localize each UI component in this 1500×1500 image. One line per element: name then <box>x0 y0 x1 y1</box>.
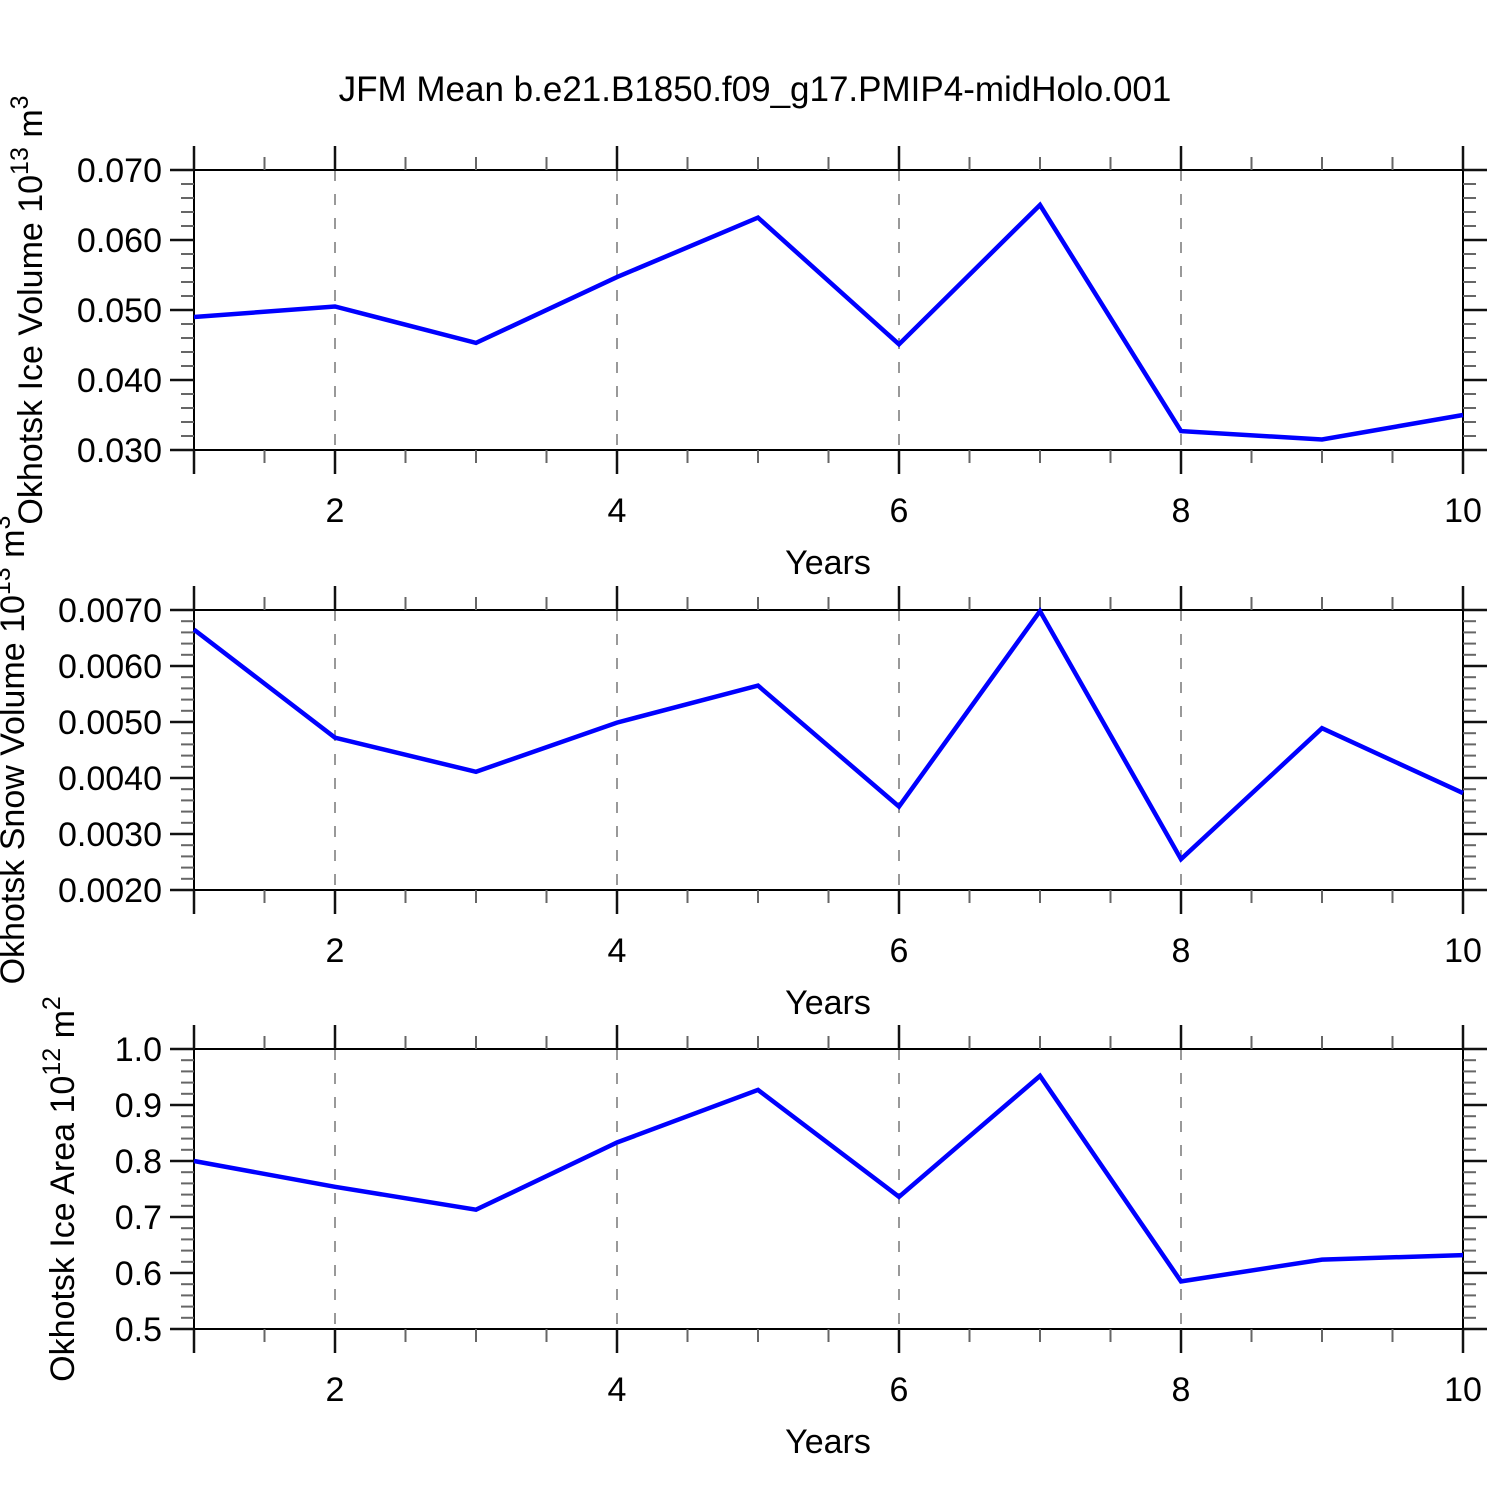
y-tick-label: 0.5 <box>115 1311 162 1349</box>
x-tick-label: 2 <box>326 492 345 530</box>
panel-okhotsk-ice-area: 2 4 6 8 10 0.5 0.6 0.7 0.8 0.9 1.0 <box>115 1025 1487 1409</box>
x-tick-label: 4 <box>608 1371 627 1409</box>
chart-layers: 2 4 6 8 10 0.030 0.040 0.050 0.060 0.070 2 4 6 8 10 0.0… <box>58 146 1487 1409</box>
y-tick-label: 0.0030 <box>58 816 162 854</box>
data-line-okhotsk-ice-area <box>193 1072 1464 1284</box>
axis-frame <box>193 1048 1464 1330</box>
y-tick-label: 0.9 <box>115 1087 162 1125</box>
x-tick-label: 8 <box>1172 932 1191 970</box>
y-axis-title-snow-volume: Okhotsk Snow Volume 1013 m3 <box>0 516 32 985</box>
y-tick-label: 0.0070 <box>58 592 162 630</box>
x-tick-label: 2 <box>326 932 345 970</box>
data-line-okhotsk-snow-volume <box>192 606 1464 863</box>
y-tick-label: 0.7 <box>115 1199 162 1237</box>
y-tick-label: 0.0060 <box>58 648 162 686</box>
y-axis-title-ice-volume: Okhotsk Ice Volume 1013 m3 <box>6 95 50 524</box>
y-tick-label: 0.0040 <box>58 760 162 798</box>
y-tick-label: 0.6 <box>115 1255 162 1293</box>
panel-okhotsk-snow-volume: 2 4 6 8 10 0.0020 0.0030 0.0040 0.0050 0.0060 0.00… <box>58 586 1487 970</box>
y-tick-label: 0.070 <box>77 152 162 190</box>
x-tick-label: 10 <box>1444 932 1482 970</box>
data-line-okhotsk-ice-volume <box>193 201 1464 442</box>
y-tick-label: 0.050 <box>77 292 162 330</box>
y-tick-label: 1.0 <box>115 1031 162 1069</box>
x-tick-label: 4 <box>608 492 627 530</box>
chart-title: JFM Mean b.e21.B1850.f09_g17.PMIP4-midHo… <box>338 70 1172 109</box>
y-axis-title-ice-area: Okhotsk Ice Area 1012 m2 <box>38 996 82 1382</box>
y-tick-label: 0.0050 <box>58 704 162 742</box>
y-tick-label: 0.0020 <box>58 872 162 910</box>
x-tick-label: 10 <box>1444 492 1482 530</box>
x-tick-label: 6 <box>890 932 909 970</box>
axis-frame <box>193 169 1464 451</box>
x-tick-label: 8 <box>1172 492 1191 530</box>
x-tick-label: 10 <box>1444 1371 1482 1409</box>
x-tick-label: 6 <box>890 1371 909 1409</box>
x-axis-title-panel3: Years <box>785 1423 871 1461</box>
x-tick-label: 2 <box>326 1371 345 1409</box>
y-tick-label: 0.040 <box>77 362 162 400</box>
y-tick-label: 0.060 <box>77 222 162 260</box>
x-tick-label: 8 <box>1172 1371 1191 1409</box>
panel-okhotsk-ice-volume: 2 4 6 8 10 0.030 0.040 0.050 0.060 0.070 <box>77 146 1487 530</box>
y-tick-label: 0.030 <box>77 432 162 470</box>
x-axis-title-panel2: Years <box>785 984 871 1022</box>
x-axis-title-panel1: Years <box>785 544 871 582</box>
x-tick-label: 6 <box>890 492 909 530</box>
x-tick-label: 4 <box>608 932 627 970</box>
y-tick-label: 0.8 <box>115 1143 162 1181</box>
